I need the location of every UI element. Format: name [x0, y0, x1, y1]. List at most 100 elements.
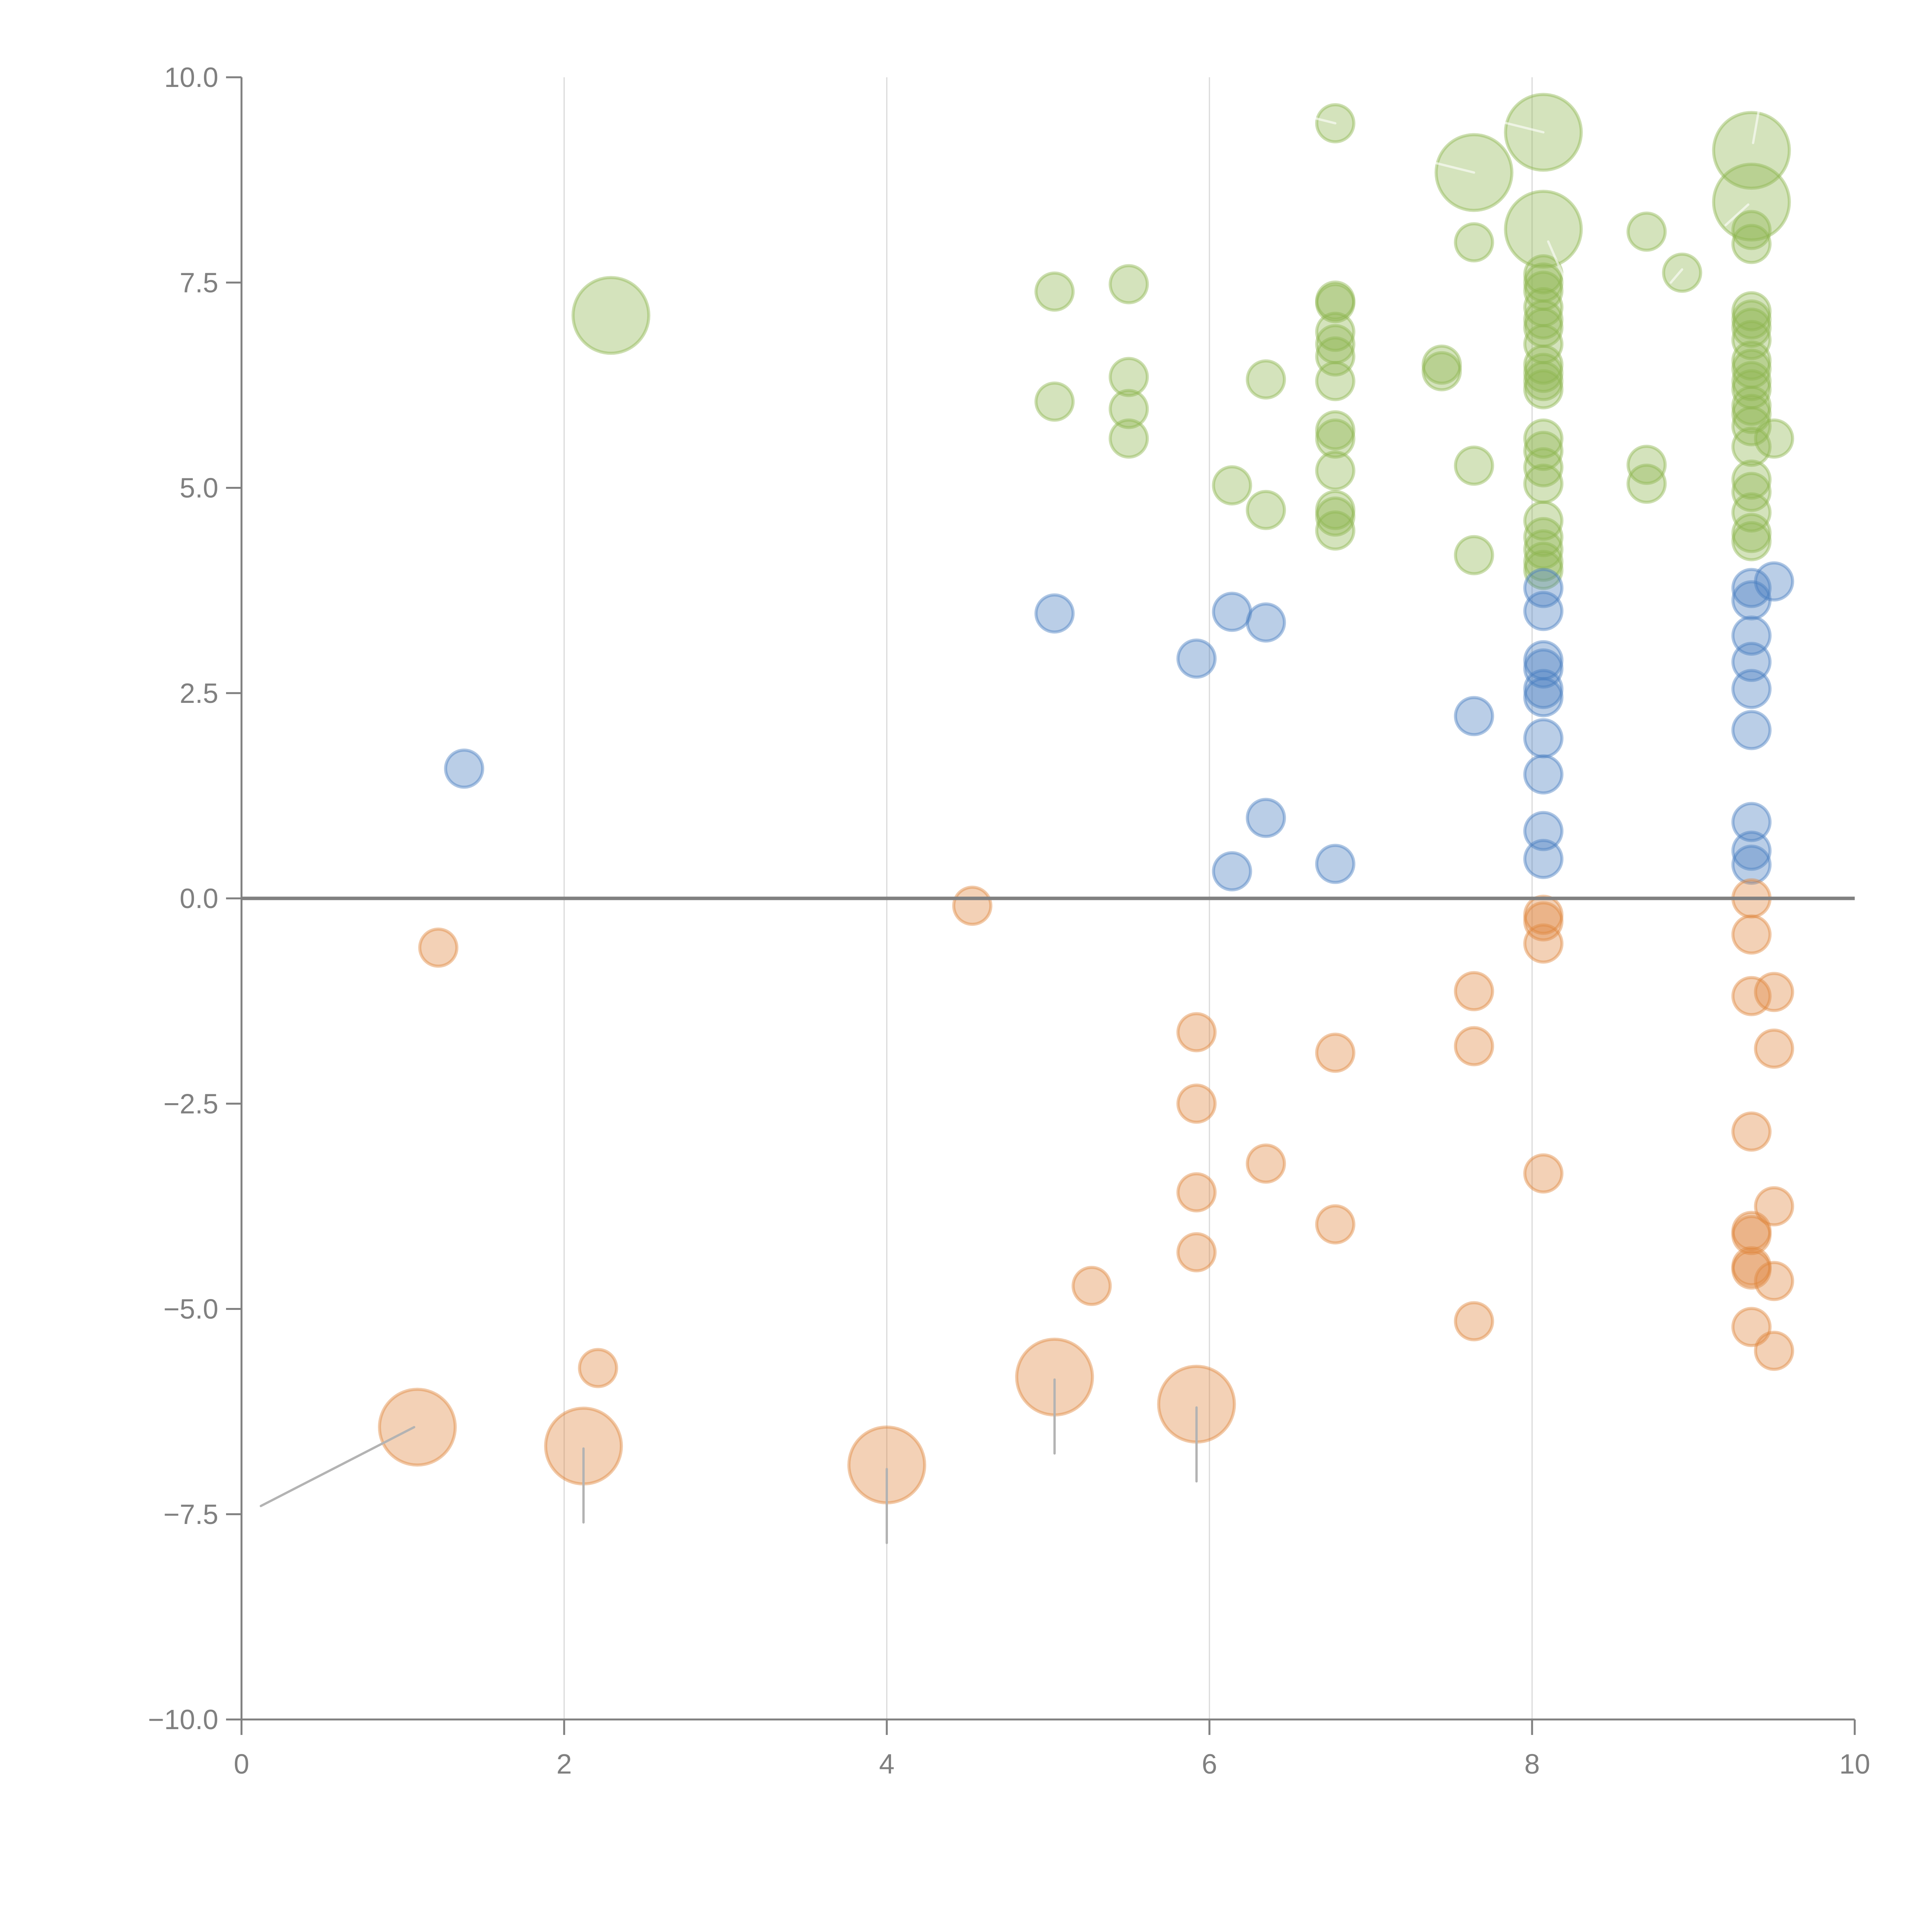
green-bubble	[1422, 351, 1462, 391]
green-bubble	[1523, 447, 1564, 488]
y-tick-label: 5.0	[180, 473, 218, 504]
green-bubble	[1626, 463, 1667, 504]
green-bubble	[571, 276, 651, 355]
orange-bubble	[1454, 1026, 1494, 1066]
blue-bubble	[1454, 696, 1494, 736]
green-bubble	[1754, 418, 1794, 459]
green-bubble	[1523, 463, 1564, 504]
green-bubble	[1731, 308, 1772, 348]
green-bubble	[1523, 353, 1564, 393]
green-bubble	[1731, 472, 1772, 512]
orange-bubble	[1731, 1307, 1772, 1347]
orange-bubble	[418, 927, 459, 968]
green-bubble	[1523, 517, 1564, 557]
blue-bubble	[1731, 830, 1772, 871]
orange-bubble	[1454, 971, 1494, 1012]
blue-bubble	[1523, 839, 1564, 879]
x-tick-label: 10	[1839, 1749, 1870, 1780]
green-bubble	[1731, 361, 1772, 401]
green-bubble	[1731, 340, 1772, 381]
orange-bubble	[1454, 1301, 1494, 1342]
green-bubble	[1731, 521, 1772, 561]
green-bubble	[1504, 190, 1583, 269]
leader-lines	[260, 105, 1761, 1544]
green-bubble	[1731, 406, 1772, 447]
orange-bubble	[1071, 1266, 1112, 1306]
green-bubble	[1731, 349, 1772, 389]
green-bubble	[1315, 450, 1355, 491]
green-bubble	[1731, 459, 1772, 500]
leader-line	[1547, 240, 1566, 280]
green-bubble	[1523, 430, 1564, 471]
green-bubble	[1034, 381, 1075, 422]
orange-bubble	[1731, 1215, 1772, 1255]
green-bubble	[1109, 418, 1149, 459]
x-tick-label: 6	[1202, 1749, 1217, 1780]
green-bubble	[1731, 394, 1772, 434]
blue-bubble	[444, 748, 485, 789]
y-tick-label: 10.0	[164, 62, 218, 93]
orange-bubble	[378, 1388, 457, 1467]
y-ticks: 10.0 7.5 5.0 2.5 0.0 −2.5 −5.0 −7.5 −10.0	[148, 62, 242, 1735]
orange-bubble	[952, 886, 993, 926]
orange-bubble	[1731, 914, 1772, 955]
orange-bubble	[1754, 1186, 1794, 1226]
blue-bubble	[1523, 648, 1564, 689]
green-bubble	[1212, 465, 1252, 506]
green-bubble	[1731, 492, 1772, 533]
blue-bubble	[1523, 669, 1564, 709]
orange-bubble	[1176, 1172, 1217, 1213]
blue-bubble	[1731, 844, 1772, 885]
bubbles	[378, 93, 1794, 1505]
orange-bubble	[1523, 923, 1564, 964]
green-bubble	[1109, 357, 1149, 397]
blue-bubble	[1731, 568, 1772, 608]
blue-bubble	[1754, 561, 1794, 602]
leader-line	[1413, 156, 1475, 174]
x-tick-label: 0	[234, 1749, 249, 1780]
orange-bubble	[1754, 972, 1794, 1012]
green-bubble	[1246, 359, 1286, 400]
blue-bubble	[1246, 602, 1286, 643]
green-bubble	[1246, 490, 1286, 530]
leader-line	[1752, 105, 1761, 144]
blue-bubble	[1731, 642, 1772, 682]
y-tick-label: −10.0	[148, 1704, 218, 1735]
green-bubble	[1523, 308, 1564, 348]
leader-line	[1274, 107, 1337, 124]
blue-bubble	[1523, 568, 1564, 608]
green-bubble	[1626, 211, 1667, 252]
blue-bubble	[1034, 593, 1075, 634]
green-bubble	[1523, 344, 1564, 385]
orange-bubble	[1246, 1143, 1286, 1184]
green-bubble	[1523, 529, 1564, 570]
blue-bubble	[1176, 638, 1217, 679]
green-bubble	[1034, 271, 1075, 312]
green-bubble	[1731, 224, 1772, 264]
blue-bubble	[1731, 616, 1772, 656]
x-tick-label: 4	[879, 1749, 895, 1780]
green-bubble	[1731, 299, 1772, 340]
orange-bubble	[1731, 1246, 1772, 1286]
orange-bubble	[1176, 1232, 1217, 1272]
blue-bubble	[1731, 669, 1772, 709]
leader-line	[260, 1426, 415, 1507]
green-bubble	[1523, 500, 1564, 541]
green-bubble	[1731, 320, 1772, 360]
green-bubble	[1731, 513, 1772, 553]
leader-line	[1482, 116, 1545, 134]
orange-bubble	[1523, 1153, 1564, 1194]
orange-bubble	[1315, 1032, 1355, 1073]
blue-bubble	[1731, 710, 1772, 750]
orange-bubble	[1731, 1249, 1772, 1290]
green-bubble	[1523, 369, 1564, 410]
leader-line	[1725, 203, 1750, 226]
blue-bubble	[1523, 811, 1564, 851]
green-bubble	[1731, 427, 1772, 467]
blue-bubble	[1246, 798, 1286, 838]
leader-line	[1670, 268, 1684, 284]
green-bubble	[1523, 541, 1564, 582]
green-bubble	[1454, 222, 1494, 263]
y-tick-label: 7.5	[180, 267, 218, 298]
